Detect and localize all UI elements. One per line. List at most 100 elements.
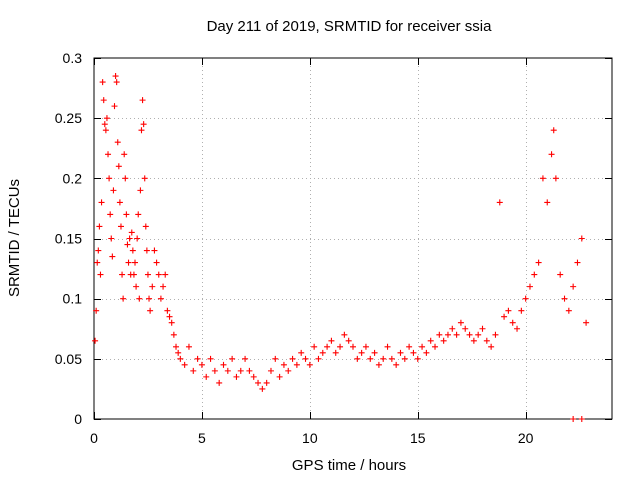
x-tick-label: 5 <box>198 430 206 446</box>
data-point <box>129 247 136 254</box>
data-point <box>168 319 175 326</box>
data-point <box>224 367 231 374</box>
data-point <box>492 331 499 338</box>
grid-lines <box>94 58 612 419</box>
data-point <box>160 283 167 290</box>
data-point <box>552 175 559 182</box>
data-point <box>125 259 132 266</box>
data-point <box>449 325 456 332</box>
data-point <box>276 373 283 380</box>
y-axis-title: SRMTID / TECUs <box>6 179 23 297</box>
data-point <box>362 343 369 350</box>
data-point <box>514 325 521 332</box>
data-point <box>483 337 490 344</box>
data-point <box>539 175 546 182</box>
data-point <box>116 199 123 206</box>
data-point <box>130 271 137 278</box>
data-point <box>114 139 121 146</box>
data-point <box>557 271 564 278</box>
data-point <box>175 349 182 356</box>
data-point <box>427 337 434 344</box>
data-point <box>444 331 451 338</box>
data-point <box>518 307 525 314</box>
data-point <box>108 235 115 242</box>
plot-frame <box>93 57 613 420</box>
data-point <box>177 355 184 362</box>
data-point <box>354 355 361 362</box>
data-point <box>419 343 426 350</box>
data-point <box>414 355 421 362</box>
data-point <box>583 319 590 326</box>
data-point <box>105 151 112 158</box>
data-point <box>135 211 142 218</box>
data-point <box>550 127 557 134</box>
data-point <box>170 331 177 338</box>
data-point <box>112 73 119 80</box>
data-point <box>324 343 331 350</box>
data-point <box>298 349 305 356</box>
data-point <box>139 97 146 104</box>
data-point <box>548 151 555 158</box>
data-point <box>565 307 572 314</box>
data-point <box>124 241 131 248</box>
y-tick-label: 0.3 <box>63 50 83 66</box>
data-point <box>143 247 150 254</box>
data-point <box>149 283 156 290</box>
data-point <box>147 307 154 314</box>
data-point <box>380 355 387 362</box>
data-point <box>358 349 365 356</box>
data-point <box>272 355 279 362</box>
data-point <box>211 367 218 374</box>
data-point <box>267 367 274 374</box>
data-point <box>263 379 270 386</box>
data-point <box>155 271 162 278</box>
data-point <box>94 259 101 266</box>
data-point <box>110 187 117 194</box>
data-point <box>293 361 300 368</box>
data-point <box>384 343 391 350</box>
data-point <box>457 319 464 326</box>
data-point <box>375 361 382 368</box>
data-point <box>501 313 508 320</box>
data-point <box>466 331 473 338</box>
data-point <box>526 283 533 290</box>
data-point <box>406 343 413 350</box>
data-point <box>157 295 164 302</box>
data-point <box>120 295 127 302</box>
data-point <box>328 337 335 344</box>
data-point <box>106 175 113 182</box>
data-point <box>99 79 106 86</box>
data-point <box>250 373 257 380</box>
data-points <box>92 73 590 422</box>
chart-title: Day 211 of 2019, SRMTID for receiver ssi… <box>207 18 492 35</box>
data-point <box>194 355 201 362</box>
data-point <box>164 307 171 314</box>
data-point <box>475 331 482 338</box>
data-point <box>479 325 486 332</box>
data-point <box>388 355 395 362</box>
data-point <box>126 235 133 242</box>
data-point <box>134 235 141 242</box>
data-point <box>173 343 180 350</box>
data-point <box>98 199 105 206</box>
data-point <box>141 175 148 182</box>
data-point <box>146 295 153 302</box>
y-tick-label: 0.2 <box>63 170 83 186</box>
data-point <box>440 337 447 344</box>
data-point <box>280 361 287 368</box>
data-point <box>233 373 240 380</box>
data-point <box>107 211 114 218</box>
data-point <box>132 259 139 266</box>
data-point <box>137 187 144 194</box>
data-point <box>531 271 538 278</box>
data-point <box>103 115 110 122</box>
data-point <box>488 343 495 350</box>
data-point <box>166 313 173 320</box>
data-point <box>371 349 378 356</box>
data-point <box>246 367 253 374</box>
data-point <box>115 163 122 170</box>
data-point <box>207 355 214 362</box>
data-point <box>220 361 227 368</box>
x-tick-label: 15 <box>410 430 426 446</box>
